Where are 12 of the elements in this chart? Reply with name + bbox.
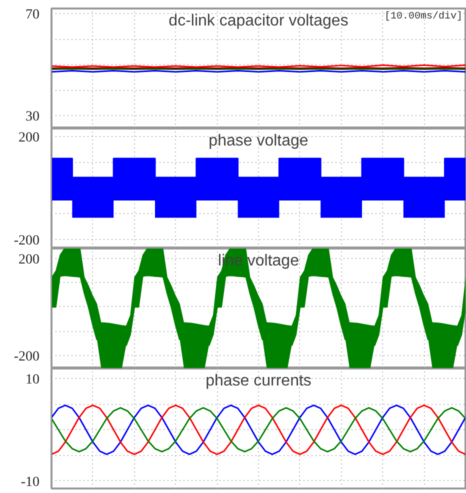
y-tick-label: 200 <box>18 252 40 268</box>
chart-title: phase currents <box>206 372 312 390</box>
y-tick-label: -200 <box>14 349 40 364</box>
y-tick-label: -200 <box>14 233 40 248</box>
y-tick-label: 70 <box>26 8 40 23</box>
chart-title: phase voltage <box>208 132 308 150</box>
chart-title: dc-link capacitor voltages <box>168 12 348 30</box>
y-tick-label: 10 <box>26 372 40 388</box>
annotation: [10.00ms/div] <box>384 10 463 22</box>
y-tick-label: -10 <box>20 474 40 490</box>
y-tick-label: 30 <box>26 110 40 125</box>
y-tick-label: 200 <box>18 130 40 146</box>
